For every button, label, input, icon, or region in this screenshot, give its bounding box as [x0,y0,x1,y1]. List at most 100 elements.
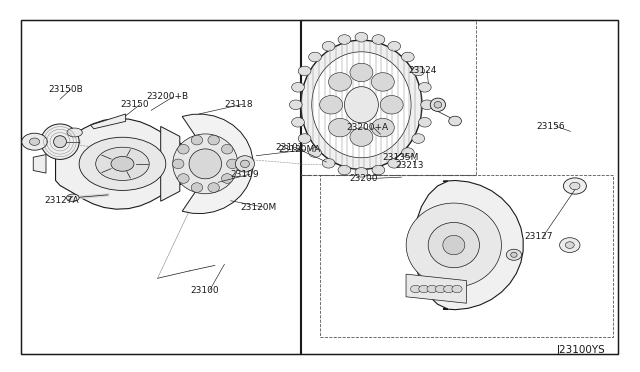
Ellipse shape [22,133,47,150]
Ellipse shape [328,73,351,91]
Ellipse shape [292,118,305,127]
Ellipse shape [236,156,255,172]
Ellipse shape [412,66,424,76]
Text: 23109: 23109 [231,170,259,179]
Ellipse shape [419,118,431,127]
Text: 23120MA: 23120MA [278,145,321,154]
Text: 23100: 23100 [191,286,220,295]
Text: 23200+B: 23200+B [147,92,189,101]
Ellipse shape [67,194,79,202]
Text: 23150B: 23150B [48,85,83,94]
Ellipse shape [301,40,422,169]
Ellipse shape [338,165,351,175]
Ellipse shape [208,135,220,145]
Ellipse shape [67,128,83,137]
Ellipse shape [430,98,445,112]
Ellipse shape [298,134,311,143]
Ellipse shape [338,35,351,44]
Ellipse shape [208,183,220,192]
Ellipse shape [29,138,40,145]
Text: 23200: 23200 [349,174,378,183]
Ellipse shape [372,165,385,175]
Ellipse shape [355,167,368,177]
Ellipse shape [178,144,189,154]
Ellipse shape [371,118,394,137]
Ellipse shape [443,235,465,255]
Ellipse shape [449,116,461,126]
Ellipse shape [371,73,394,91]
Ellipse shape [428,222,479,268]
Ellipse shape [322,41,335,51]
Ellipse shape [434,102,442,108]
Ellipse shape [320,96,342,114]
Ellipse shape [191,135,203,145]
Ellipse shape [419,285,429,293]
Ellipse shape [511,252,517,257]
Text: 23118: 23118 [225,100,253,109]
Polygon shape [180,114,253,214]
Ellipse shape [444,285,454,293]
Ellipse shape [312,52,411,158]
Text: 23102: 23102 [275,143,304,152]
Ellipse shape [41,124,79,160]
Polygon shape [414,180,523,310]
Text: 23124: 23124 [408,66,436,75]
Text: J23100YS: J23100YS [557,345,606,355]
Ellipse shape [221,144,233,154]
Ellipse shape [401,148,414,157]
Polygon shape [91,114,125,129]
Ellipse shape [173,134,238,194]
Ellipse shape [350,63,373,82]
Ellipse shape [344,87,378,123]
Ellipse shape [565,242,574,248]
Ellipse shape [298,66,311,76]
Ellipse shape [420,100,433,110]
Ellipse shape [189,149,221,179]
Text: 23156: 23156 [537,122,565,131]
Ellipse shape [308,52,321,62]
Ellipse shape [388,158,401,168]
Ellipse shape [173,159,184,169]
Text: 23213: 23213 [395,161,424,170]
Polygon shape [20,20,618,354]
Ellipse shape [79,137,166,190]
Polygon shape [161,126,180,201]
Ellipse shape [452,285,462,293]
Ellipse shape [559,238,580,253]
Ellipse shape [350,128,373,146]
Ellipse shape [563,178,586,194]
Ellipse shape [221,174,233,183]
Ellipse shape [96,147,149,180]
Ellipse shape [241,160,250,167]
Ellipse shape [178,174,189,183]
Ellipse shape [322,158,335,168]
Ellipse shape [292,83,305,92]
Ellipse shape [388,41,401,51]
Text: 23127: 23127 [524,232,552,241]
Ellipse shape [372,35,385,44]
Ellipse shape [380,96,403,114]
Ellipse shape [410,285,420,293]
Ellipse shape [308,148,321,157]
Ellipse shape [570,182,580,190]
Ellipse shape [191,183,203,192]
Ellipse shape [401,52,414,62]
Ellipse shape [111,157,134,171]
Ellipse shape [289,100,302,110]
Ellipse shape [54,136,67,148]
Polygon shape [406,274,467,303]
Polygon shape [56,119,198,209]
Ellipse shape [328,118,351,137]
Ellipse shape [427,285,437,293]
Ellipse shape [506,249,522,260]
Ellipse shape [419,83,431,92]
Polygon shape [33,155,46,173]
Ellipse shape [412,134,424,143]
Text: 23200+A: 23200+A [347,123,389,132]
Text: 23135M: 23135M [383,153,419,162]
Text: 23127A: 23127A [45,196,79,205]
Text: 23120M: 23120M [241,202,276,212]
Ellipse shape [435,285,445,293]
Ellipse shape [355,32,368,42]
Text: 23150: 23150 [120,100,149,109]
